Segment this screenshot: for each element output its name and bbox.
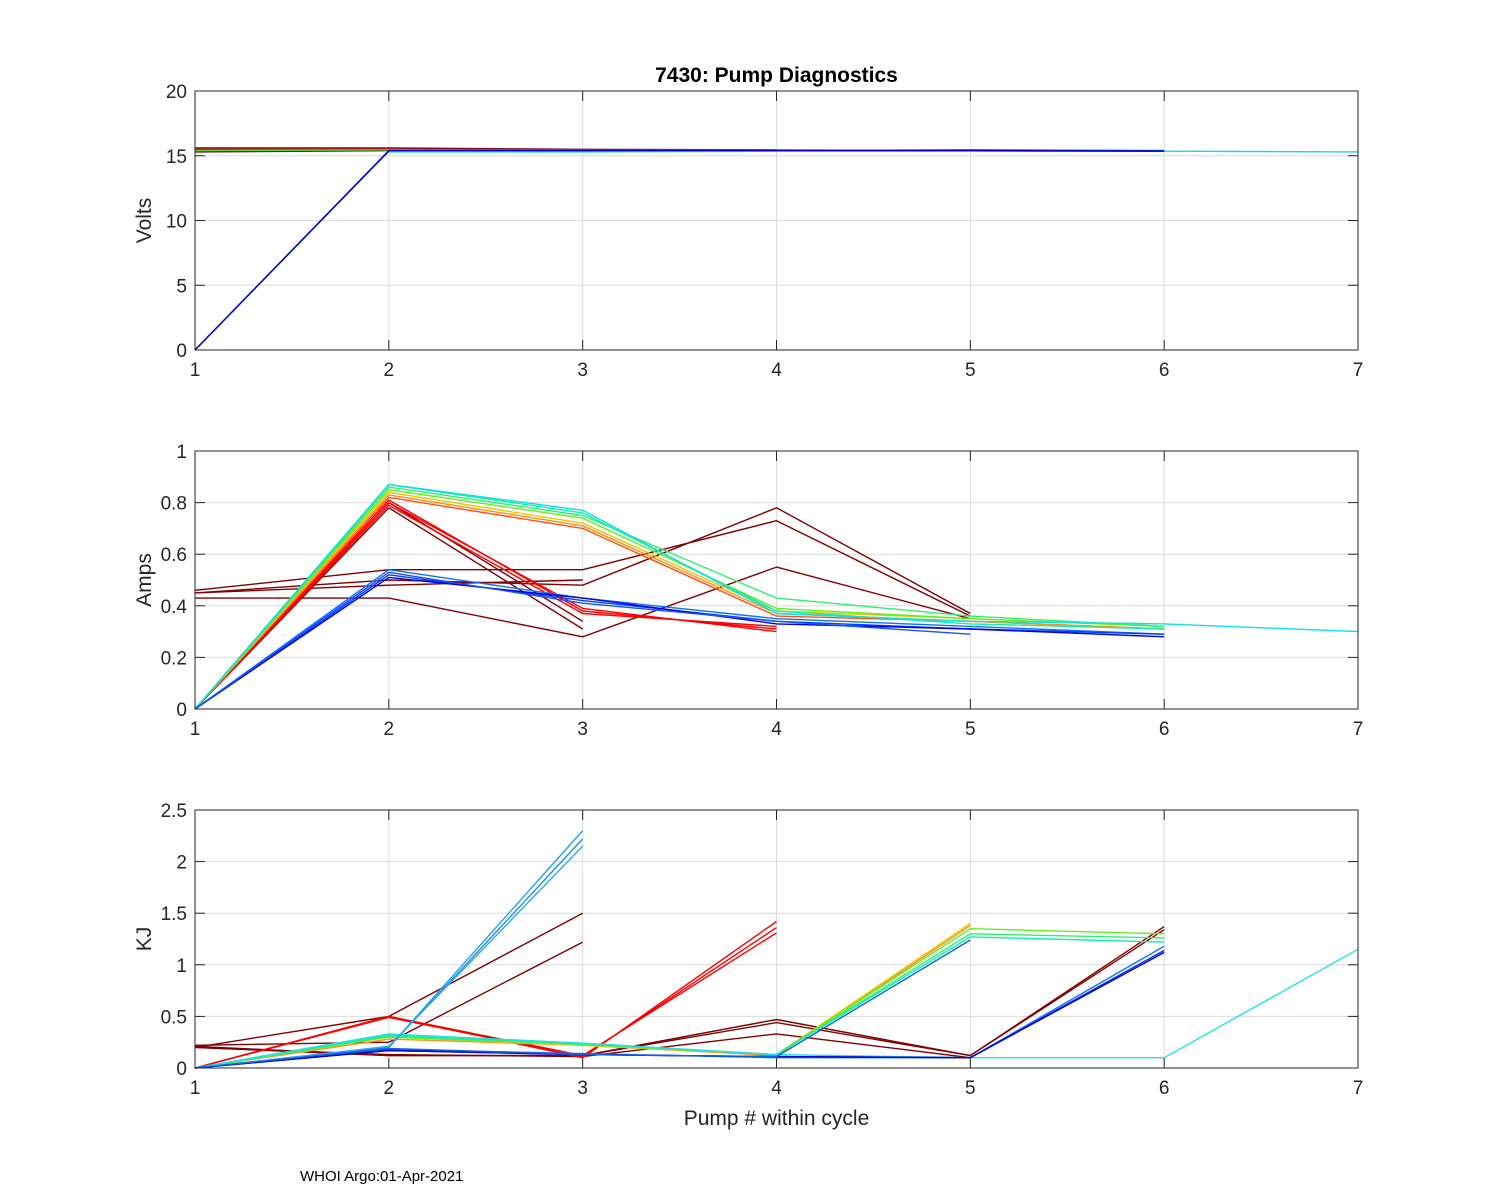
y-tick-label: 0.4 xyxy=(161,597,188,618)
x-tick-label: 4 xyxy=(771,719,782,740)
series-line-b3 xyxy=(194,576,1165,710)
x-tick-label: 7 xyxy=(1353,719,1364,740)
series-line-d2 xyxy=(194,941,584,1046)
series-line-d3 xyxy=(195,566,971,638)
y-tick-label: 10 xyxy=(166,212,187,233)
subplot-1: 1 2 3 4 5 6 7 0 5 10 15 20 Volts 7430: Pump Diagnosti… xyxy=(133,64,1363,381)
x-tick-label: 4 xyxy=(771,360,782,381)
x-tick-label: 2 xyxy=(384,1078,395,1099)
series-group xyxy=(194,830,1359,1069)
y-tick-label: 0.8 xyxy=(161,494,187,515)
x-tick-label: 7 xyxy=(1353,1078,1364,1099)
y-tick-label: 15 xyxy=(166,147,187,168)
x-tick-label: 6 xyxy=(1159,1078,1170,1099)
series-line-late-cyan xyxy=(388,150,1359,153)
series-line-d4 xyxy=(194,929,1165,1057)
x-tick-label: 5 xyxy=(965,719,976,740)
y-tick-label: 0 xyxy=(176,700,187,721)
series-line-r3 xyxy=(194,504,777,710)
y-axis-label: KJ xyxy=(133,927,156,952)
x-tick-label: 6 xyxy=(1159,719,1170,740)
x-tick-label: 7 xyxy=(1353,360,1364,381)
series-line-o2 xyxy=(194,494,1165,710)
series-line-b1 xyxy=(194,569,1165,710)
series-line-g1 xyxy=(194,489,1165,710)
series-group xyxy=(194,147,1359,351)
y-axis-label: Amps xyxy=(133,553,156,607)
y-axis-label: Volts xyxy=(133,198,156,244)
series-line-r3 xyxy=(194,932,777,1069)
series-line-d1 xyxy=(194,507,971,615)
y-tick-label: 5 xyxy=(176,276,187,297)
x-axis-label: Pump # within cycle xyxy=(684,1107,870,1130)
x-tick-label: 5 xyxy=(965,360,976,381)
y-tick-label: 0 xyxy=(176,341,187,362)
y-tick-label: 0 xyxy=(176,1059,187,1080)
y-tick-label: 1.5 xyxy=(161,904,187,925)
series-line-b4 xyxy=(194,939,971,1069)
y-tick-label: 20 xyxy=(166,82,187,103)
y-tick-label: 0.6 xyxy=(161,545,187,566)
subplot-3: 1 2 3 4 5 6 7 0 0.5 1 1.5 2 2.5 KJ Pump # within cycle xyxy=(133,801,1363,1130)
x-tick-label: 2 xyxy=(384,719,395,740)
x-tick-label: 1 xyxy=(190,360,201,381)
y-tick-label: 2.5 xyxy=(161,801,187,822)
x-tick-label: 3 xyxy=(577,719,588,740)
x-tick-label: 3 xyxy=(577,360,588,381)
series-line-d2 xyxy=(194,520,971,617)
series-line-g2 xyxy=(194,486,1165,710)
y-tick-label: 1 xyxy=(176,442,187,463)
x-tick-label: 1 xyxy=(190,719,201,740)
series-line-late-navy xyxy=(194,149,1165,351)
y-tick-label: 2 xyxy=(176,853,187,874)
x-tick-label: 4 xyxy=(771,1078,782,1099)
x-tick-label: 5 xyxy=(965,1078,976,1099)
series-group xyxy=(194,483,1359,710)
series-line-c1 xyxy=(194,483,1359,710)
x-tick-label: 2 xyxy=(384,360,395,381)
y-tick-label: 1 xyxy=(176,956,187,977)
subplot-2: 1 2 3 4 5 6 7 0 0.2 0.4 0.6 0.8 1 Amps xyxy=(133,442,1363,740)
x-tick-label: 1 xyxy=(190,1078,201,1099)
chart-title: 7430: Pump Diagnostics xyxy=(655,64,898,87)
x-tick-label: 3 xyxy=(577,1078,588,1099)
y-tick-label: 0.5 xyxy=(161,1007,187,1028)
y-tick-label: 0.2 xyxy=(161,648,187,669)
x-tick-label: 6 xyxy=(1159,360,1170,381)
series-line-c1 xyxy=(194,948,1359,1069)
series-line-b4 xyxy=(194,571,971,710)
footer-text: WHOI Argo:01-Apr-2021 xyxy=(300,1168,464,1185)
